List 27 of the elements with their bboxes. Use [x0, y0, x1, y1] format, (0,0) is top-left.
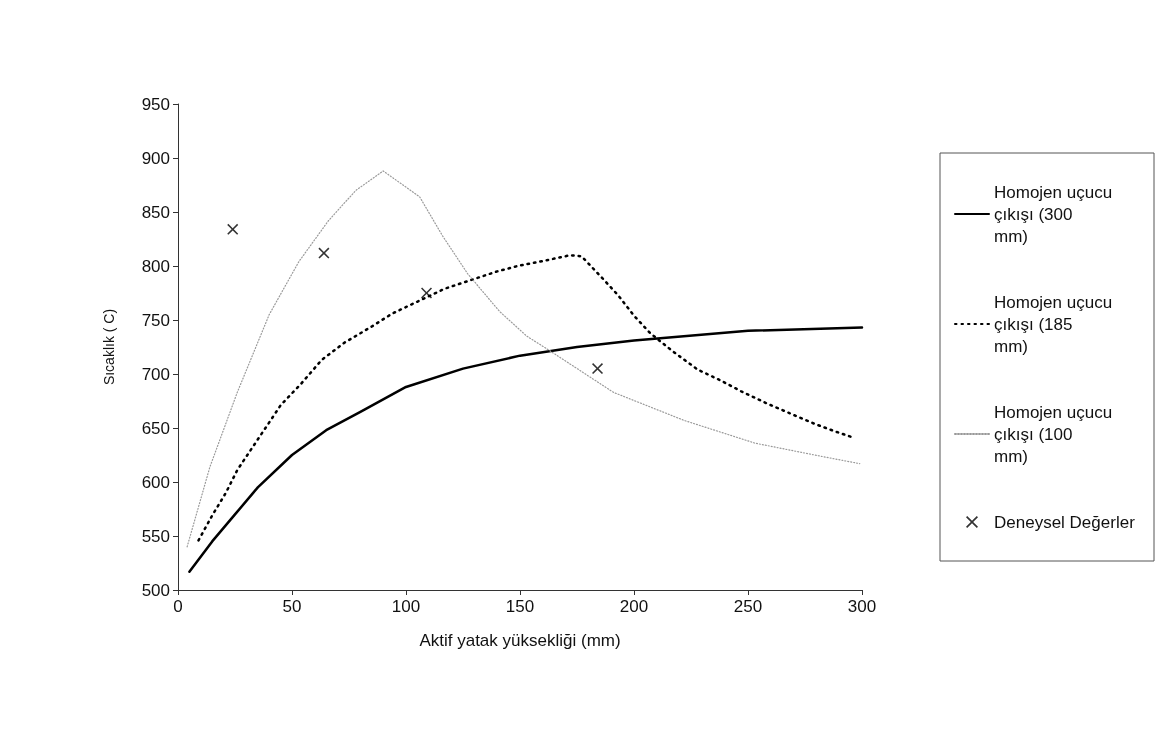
legend-label: Homojen uçucu çıkışı (100 mm) — [994, 402, 1117, 466]
x-tick-label: 100 — [391, 597, 421, 616]
y-tick-label: 550 — [141, 526, 170, 546]
legend-label: Deneysel Değerler — [994, 512, 1136, 532]
point — [318, 247, 330, 259]
x-tick-label: 250 — [733, 597, 763, 616]
y-axis-title: Sıcaklık ( C) — [101, 308, 117, 386]
y-tick-label: 900 — [141, 148, 170, 168]
x-tick-label: 50 — [282, 597, 302, 616]
y-tick-label: 800 — [141, 256, 170, 276]
x-tick-label: 200 — [619, 597, 649, 616]
x-axis-title: Aktif yatak yüksekliği (mm) — [419, 631, 621, 650]
legend-label: Homojen uçucu çıkışı (185 mm) — [994, 292, 1117, 356]
x-tick-label: 300 — [847, 597, 877, 616]
point — [592, 363, 604, 375]
x-tick-label: 0 — [173, 597, 183, 616]
y-tick-label: 700 — [141, 364, 170, 384]
y-tick-label: 750 — [141, 310, 170, 330]
y-tick-label: 950 — [141, 94, 170, 114]
line-series — [186, 170, 861, 548]
y-tick-label: 650 — [141, 418, 170, 438]
point — [227, 223, 239, 235]
y-tick-label: 600 — [141, 472, 170, 492]
y-tick-label: 850 — [141, 202, 170, 222]
x-tick-label: 150 — [505, 597, 535, 616]
legend-label: Homojen uçucu çıkışı (300 mm) — [994, 182, 1117, 246]
y-tick-label: 500 — [141, 580, 170, 600]
